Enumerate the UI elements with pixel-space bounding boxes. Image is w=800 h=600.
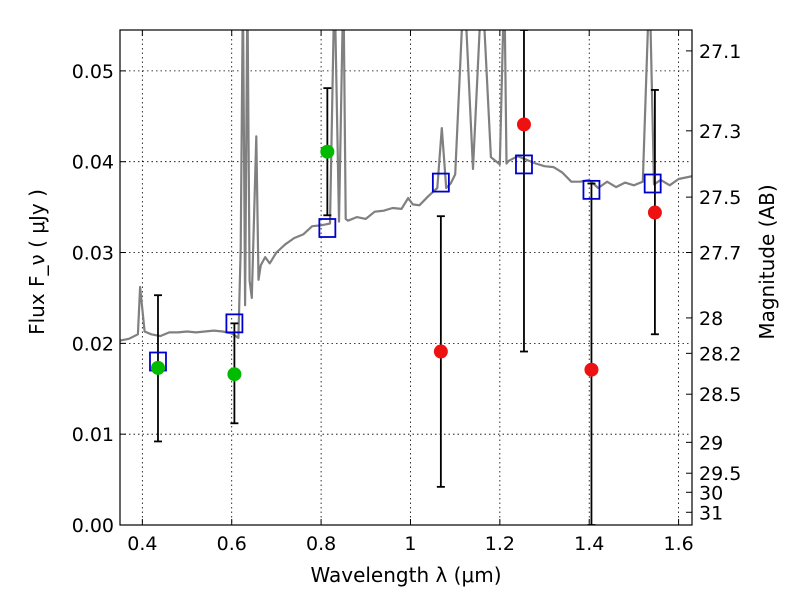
right-tick-label: 28.5: [699, 384, 741, 406]
nir-point: [516, 117, 531, 132]
right-tick-label: 31: [699, 502, 723, 524]
model-photometry-box: [643, 173, 662, 194]
x-tick-label: 0.4: [127, 533, 157, 555]
y-tick-label: 0.04: [72, 152, 114, 174]
y-tick-label: 0.01: [72, 424, 114, 446]
plot-frame: [119, 29, 693, 526]
nir-point: [433, 344, 448, 359]
x-tick-label: 1: [404, 533, 416, 555]
y-tick-label: 0.00: [72, 515, 114, 537]
nir-point: [584, 362, 599, 377]
detection-point: [150, 360, 165, 375]
model-photometry-box: [225, 313, 244, 334]
model-photometry-box: [318, 218, 337, 238]
nir-point: [647, 205, 662, 220]
right-tick-label: 27.3: [699, 121, 741, 143]
detection-point: [320, 144, 335, 159]
detection-point: [227, 367, 242, 382]
marker-layer: [149, 117, 662, 382]
tick-labels: 0.4 0.6 0.8 1 1.2 1.4 1.6 0.00 0.01 0.02 0.03 0.04 0…: [72, 41, 742, 555]
plot-background: [120, 30, 692, 525]
right-tick-label: 30: [699, 482, 723, 504]
model-photometry-box: [582, 179, 601, 200]
right-tick-label: 29: [699, 432, 723, 454]
right-tick-label: 27.1: [699, 41, 741, 63]
x-tick-label: 1.4: [574, 533, 604, 555]
x-tick-label: 1.2: [485, 533, 515, 555]
model-photometry-box: [515, 154, 533, 175]
x-tick-label: 0.8: [306, 533, 336, 555]
axis-ticks: [120, 30, 692, 526]
right-tick-label: 28: [699, 308, 723, 330]
x-tick-label: 1.6: [663, 533, 693, 555]
y-tick-label: 0.03: [72, 243, 114, 265]
right-tick-label: 29.5: [699, 463, 741, 485]
right-tick-label: 27.5: [699, 187, 741, 209]
y-axis-label: Flux F_ν ( μJy ): [25, 189, 49, 335]
x-tick-label: 0.6: [217, 533, 247, 555]
x-axis-label: Wavelength λ (μm): [310, 563, 501, 587]
y-tick-label: 0.02: [72, 333, 114, 355]
right-tick-label: 28.2: [699, 343, 741, 365]
model-photometry-box: [431, 172, 450, 193]
right-axis-label: Magnitude (AB): [755, 184, 779, 339]
y-tick-label: 0.05: [72, 61, 114, 83]
right-tick-label: 27.7: [699, 243, 741, 265]
grid-lines: [120, 30, 692, 526]
